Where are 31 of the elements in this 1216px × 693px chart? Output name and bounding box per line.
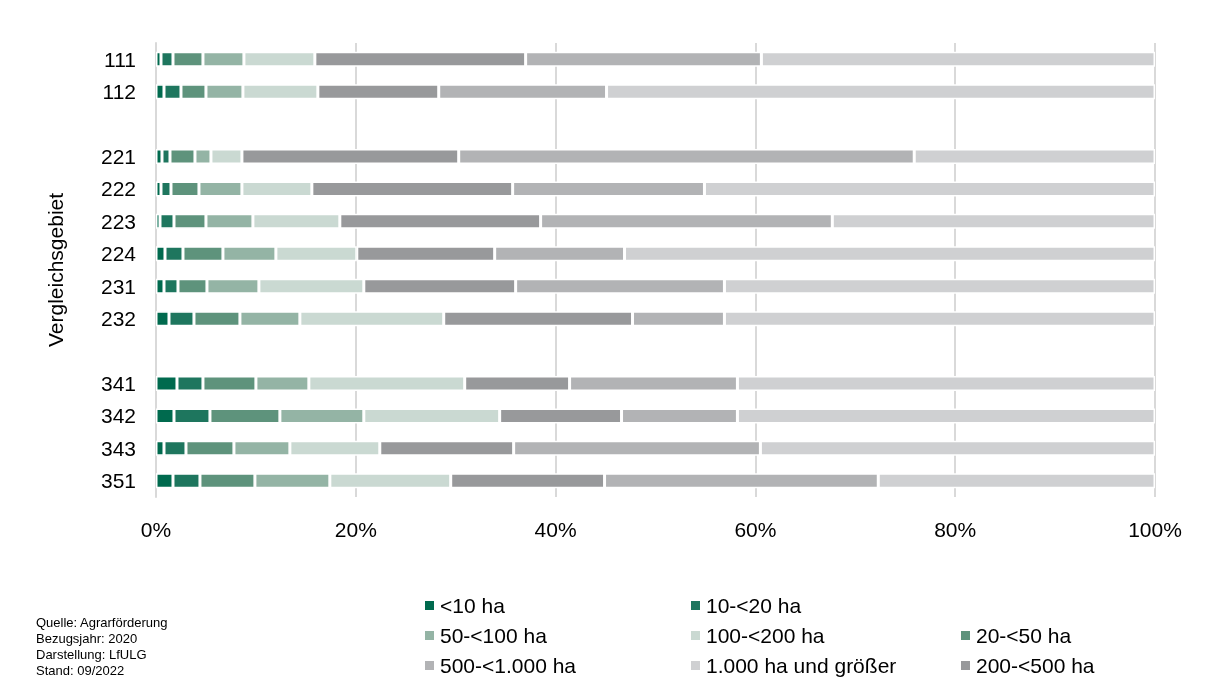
y-tick-label: 231 [100,274,136,298]
y-tick-label: 342 [100,404,136,428]
legend-label: 10-<20 ha [706,594,802,617]
y-tick-label: 341 [100,372,136,395]
y-tick-label: 222 [100,177,136,201]
x-tick-label: 0% [140,518,172,541]
legend-label: 50-<100 ha [440,624,548,647]
x-tick-label: 80% [934,518,977,541]
x-tick-label: 100% [1128,518,1182,541]
y-tick-label: 351 [100,469,136,493]
legend-label: 200-<500 ha [976,654,1095,677]
x-tick-label: 60% [734,518,777,541]
legend-label: 1.000 ha und größer [706,654,897,677]
legend-label: 100-<200 ha [706,624,825,647]
legend-label: 20-<50 ha [976,624,1072,647]
x-tick-label: 20% [334,518,377,541]
source-note: Quelle: Agrarförderung [36,615,168,630]
y-tick-label: 221 [100,145,136,168]
legend-label: 500-<1.000 ha [440,654,577,677]
y-tick-label: 111 [104,47,136,71]
text: Darstellung: LfULG [36,647,147,662]
y-axis-title: Vergleichsgebiet [44,192,67,348]
text: Stand: 09/2022 [36,663,125,678]
y-tick-label: 343 [100,436,136,460]
text: Bezugsjahr: 2020 [36,631,138,646]
x-tick-label: 40% [534,518,577,541]
y-tick-label: 223 [100,209,136,233]
y-tick-label: 224 [100,242,137,266]
legend-label: <10 ha [440,594,506,617]
y-tick-label: 112 [102,80,136,104]
y-tick-label: 232 [100,307,136,331]
